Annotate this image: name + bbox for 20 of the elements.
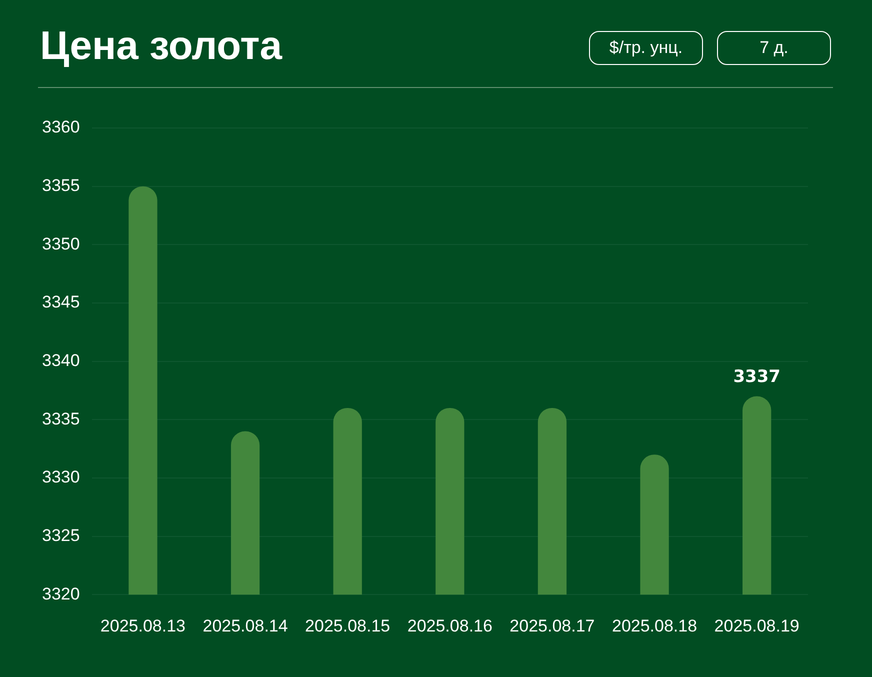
- y-tick-label: 3340: [42, 350, 80, 370]
- chart-title: Цена золота: [40, 24, 282, 69]
- y-tick-label: 3345: [42, 292, 80, 312]
- x-tick-label: 2025.08.19: [714, 616, 800, 636]
- y-tick-label: 3330: [42, 468, 80, 487]
- x-tick-label: 2025.08.13: [100, 616, 186, 636]
- text: 7 д.: [717, 31, 831, 65]
- y-tick-label: 3320: [42, 584, 80, 604]
- y-tick-label: 3355: [42, 176, 80, 196]
- data-label: 3337: [733, 367, 781, 388]
- x-tick-label: 2025.08.15: [305, 616, 390, 636]
- x-tick-label: 2025.08.14: [202, 616, 288, 636]
- y-tick-label: 3350: [42, 234, 80, 254]
- x-tick-label: 2025.08.18: [612, 616, 698, 636]
- x-tick-label: 2025.08.16: [407, 616, 492, 636]
- y-tick-label: 3335: [42, 409, 80, 428]
- text: $/тр. унц.: [589, 31, 703, 65]
- y-tick-label: 3360: [42, 118, 80, 137]
- x-tick-label: 2025.08.17: [510, 616, 595, 636]
- y-tick-label: 3325: [42, 526, 80, 545]
